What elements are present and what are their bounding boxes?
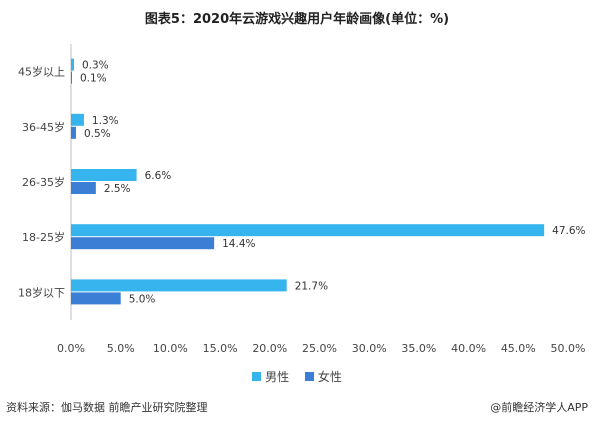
x-tick-label: 50.0% <box>551 342 586 355</box>
x-tick-label: 20.0% <box>252 342 287 355</box>
legend-item-male: 男性 <box>252 368 289 385</box>
data-label: 0.3% <box>82 60 109 72</box>
data-label: 47.6% <box>552 225 585 237</box>
bar-male <box>71 279 287 292</box>
x-tick-label: 0.0% <box>57 342 85 355</box>
bar-male <box>71 169 137 181</box>
legend-label-male: 男性 <box>265 370 290 384</box>
bar-male <box>71 224 545 237</box>
data-label: 0.1% <box>80 73 107 85</box>
chart-title: 图表5：2020年云游戏兴趣用户年龄画像(单位：%) <box>144 12 450 27</box>
x-tick-label: 40.0% <box>451 342 486 355</box>
bar-female <box>71 182 96 194</box>
source-note: 资料来源：伽马数据 前瞻产业研究院整理 <box>6 401 208 414</box>
data-label: 21.7% <box>295 280 328 292</box>
bar-female <box>71 237 215 250</box>
category-label: 36-45岁 <box>22 120 65 134</box>
legend-swatch-female <box>304 372 314 381</box>
data-label: 2.5% <box>104 183 131 195</box>
x-tick-label: 30.0% <box>352 342 387 355</box>
legend: 男性 女性 <box>0 368 594 385</box>
bar-female <box>71 126 76 139</box>
data-label: 14.4% <box>222 238 255 250</box>
data-label: 0.5% <box>84 128 111 140</box>
legend-item-female: 女性 <box>304 368 342 385</box>
x-tick-label: 15.0% <box>203 342 238 355</box>
legend-swatch-male <box>252 372 262 381</box>
category-label: 18岁以下 <box>18 285 65 299</box>
x-tick-label: 10.0% <box>153 342 188 355</box>
category-label: 18-25岁 <box>22 230 65 244</box>
category-label: 45岁以上 <box>18 65 65 79</box>
x-tick-label: 5.0% <box>107 342 135 355</box>
x-tick-label: 45.0% <box>501 342 536 355</box>
legend-label-female: 女性 <box>317 370 342 384</box>
x-tick-label: 25.0% <box>302 342 337 355</box>
data-label: 6.6% <box>145 170 172 182</box>
x-tick-label: 35.0% <box>401 342 436 355</box>
bar-male <box>71 58 74 71</box>
category-label: 26-35岁 <box>22 175 65 189</box>
data-label: 1.3% <box>92 115 119 127</box>
brand-note: @前瞻经济学人APP <box>490 401 588 414</box>
bar-male <box>71 113 84 126</box>
bar-female <box>71 292 121 305</box>
data-label: 5.0% <box>129 293 156 305</box>
bar-female <box>71 71 72 84</box>
